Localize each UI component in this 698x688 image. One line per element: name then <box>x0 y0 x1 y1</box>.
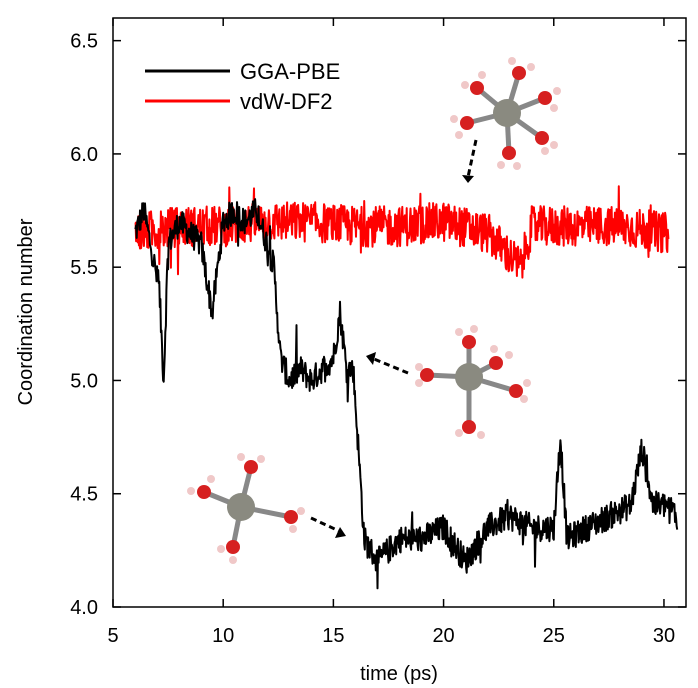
series-line-vdw-df2 <box>134 185 670 279</box>
x-axis-title: time (ps) <box>360 663 438 685</box>
legend-label-gga-pbe: GGA-PBE <box>240 59 340 84</box>
arrow-six-coordinate <box>466 139 478 178</box>
y-tick-label: 4.5 <box>70 484 98 506</box>
y-axis-title: Coordination number <box>15 218 37 405</box>
y-tick-label: 5.5 <box>70 257 98 279</box>
arrowhead-five-coordinate <box>366 352 376 365</box>
legend: GGA-PBE vdW-DF2 <box>145 59 340 114</box>
arrow-five-coordinate <box>373 357 409 375</box>
x-tick-label: 15 <box>322 625 344 647</box>
x-tick-label: 30 <box>653 625 675 647</box>
arrowhead-four-coordinate <box>335 527 346 538</box>
x-tick-label: 25 <box>543 625 565 647</box>
arrow-four-coordinate <box>310 516 340 533</box>
y-tick-label: 6.5 <box>70 31 98 53</box>
plot-frame <box>112 17 687 608</box>
arrowhead-six-coordinate <box>462 175 474 183</box>
x-tick-label: 5 <box>107 625 118 647</box>
legend-label-vdw-df2: vdW-DF2 <box>240 89 333 114</box>
series-group <box>134 185 679 590</box>
molecule-six-coordinate <box>450 57 561 170</box>
series-line-gga-pbe <box>134 198 679 590</box>
y-tick-label: 5.0 <box>70 370 98 392</box>
molecule-five-coordinate <box>415 325 531 439</box>
y-tick-label: 4.0 <box>70 597 98 619</box>
axis-ticks: 5 10 15 20 25 30 4.0 4.5 5.0 5.5 6.0 6.5 <box>70 18 686 647</box>
y-tick-label: 6.0 <box>70 144 98 166</box>
x-tick-label: 10 <box>212 625 234 647</box>
molecule-four-coordinate <box>187 453 305 564</box>
x-tick-label: 20 <box>432 625 454 647</box>
